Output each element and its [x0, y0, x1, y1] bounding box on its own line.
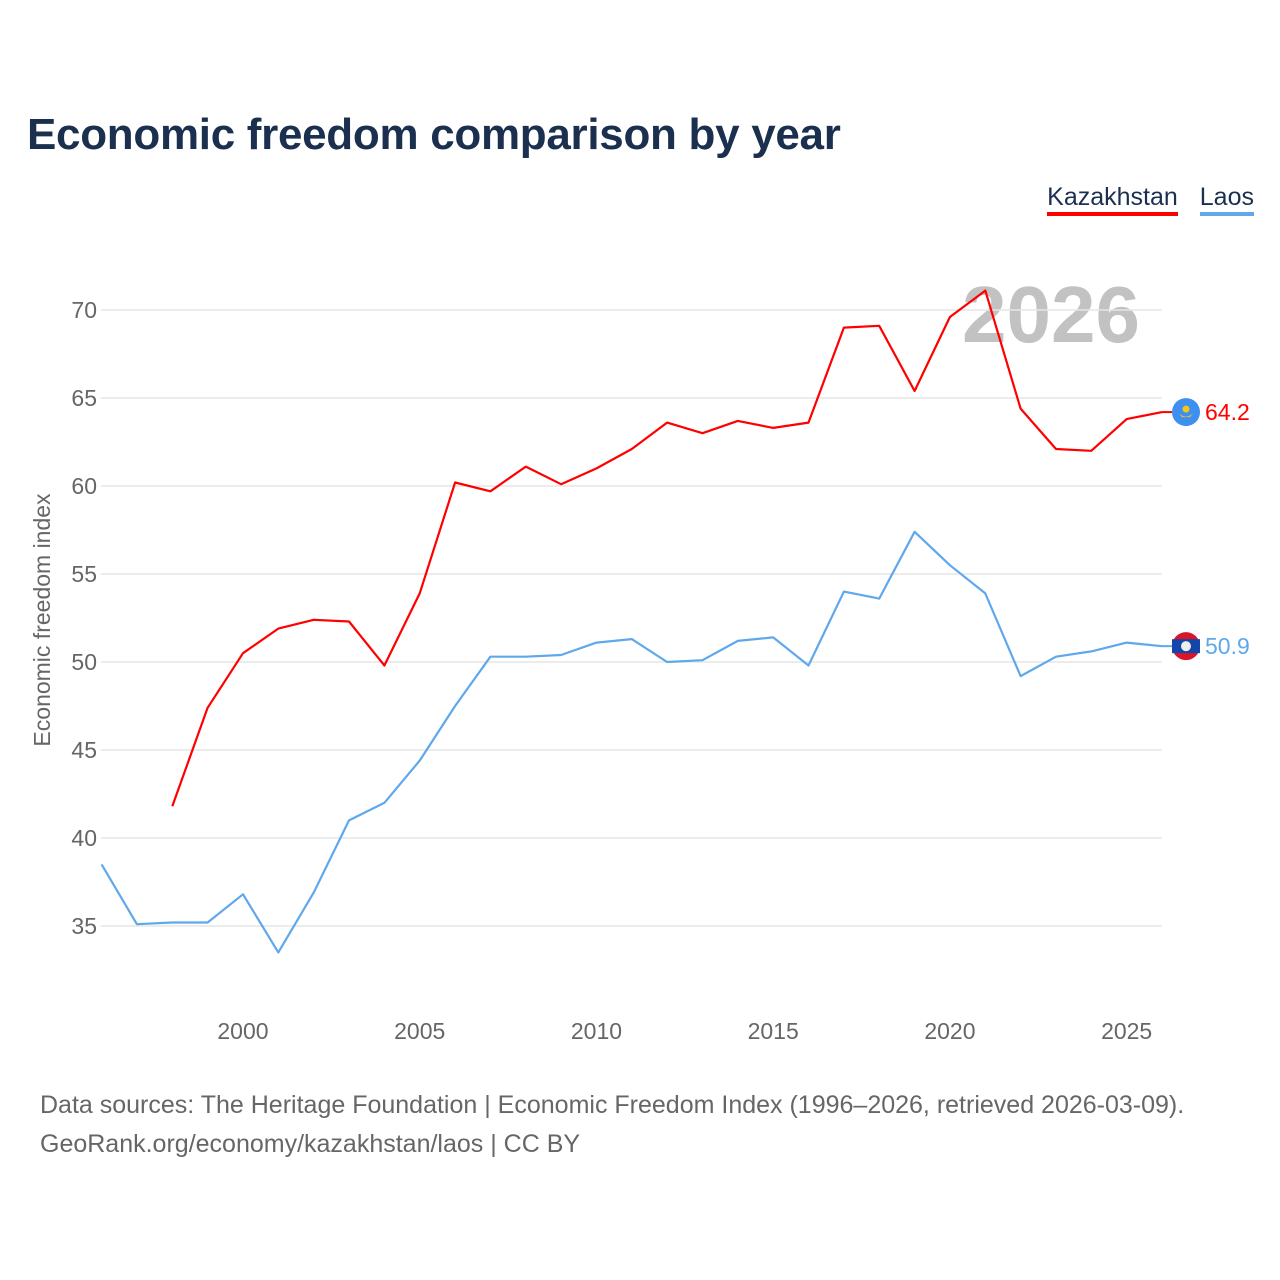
- data-point: [877, 324, 881, 328]
- footer: Data sources: The Heritage Foundation | …: [40, 1086, 1184, 1164]
- data-point: [135, 922, 139, 926]
- data-point: [453, 704, 457, 708]
- legend: Kazakhstan Laos: [1047, 183, 1254, 216]
- series-line-laos: [100, 530, 1163, 954]
- legend-item-kazakhstan[interactable]: Kazakhstan: [1047, 183, 1178, 216]
- data-point: [877, 597, 881, 601]
- x-tick-label: 2005: [394, 1018, 445, 1044]
- data-point: [453, 480, 457, 484]
- data-point: [276, 627, 280, 631]
- x-tick-label: 2000: [217, 1018, 268, 1044]
- data-point: [241, 651, 245, 655]
- flag-eagle: [1179, 413, 1193, 418]
- data-point: [347, 620, 351, 624]
- data-point: [842, 326, 846, 330]
- data-point: [983, 289, 987, 293]
- data-point: [736, 639, 740, 643]
- data-point: [524, 465, 528, 469]
- data-point: [948, 563, 952, 567]
- data-point: [700, 658, 704, 662]
- data-point: [1054, 447, 1058, 451]
- data-point: [1089, 449, 1093, 453]
- series-line-kazakhstan: [171, 289, 1163, 807]
- data-point: [206, 920, 210, 924]
- data-point: [1019, 407, 1023, 411]
- y-tick-label: 40: [71, 825, 97, 851]
- y-tick-label: 50: [71, 649, 97, 675]
- data-point: [700, 431, 704, 435]
- data-point: [1125, 417, 1129, 421]
- data-point: [736, 419, 740, 423]
- data-point: [594, 641, 598, 645]
- data-point: [1089, 649, 1093, 653]
- data-point: [771, 426, 775, 430]
- data-point: [524, 655, 528, 659]
- data-point: [948, 315, 952, 319]
- data-point: [382, 801, 386, 805]
- data-point: [382, 664, 386, 668]
- data-point: [100, 862, 104, 866]
- data-point: [771, 635, 775, 639]
- data-point: [594, 466, 598, 470]
- x-tick-label: 2015: [748, 1018, 799, 1044]
- y-tick-label: 45: [71, 737, 97, 763]
- data-point: [842, 590, 846, 594]
- flag-sun: [1182, 405, 1190, 413]
- data-point: [347, 818, 351, 822]
- y-tick-label: 35: [71, 913, 97, 939]
- y-tick-label: 55: [71, 561, 97, 587]
- footer-sources: Data sources: The Heritage Foundation | …: [40, 1091, 1185, 1119]
- y-tick-label: 70: [71, 297, 97, 323]
- data-point: [983, 591, 987, 595]
- data-point: [170, 920, 174, 924]
- year-watermark: 2026: [962, 270, 1140, 359]
- y-tick-label: 65: [71, 385, 97, 411]
- data-point: [807, 664, 811, 668]
- data-point: [913, 389, 917, 393]
- data-point: [241, 892, 245, 896]
- x-tick-label: 2020: [924, 1018, 975, 1044]
- data-point: [312, 618, 316, 622]
- data-point: [665, 660, 669, 664]
- data-point: [1125, 641, 1129, 645]
- data-point: [665, 421, 669, 425]
- end-value-label: 50.9: [1205, 633, 1250, 659]
- x-tick-label: 2010: [571, 1018, 622, 1044]
- data-point: [807, 421, 811, 425]
- data-point: [488, 489, 492, 493]
- data-point: [913, 530, 917, 534]
- data-point: [559, 482, 563, 486]
- data-point: [630, 637, 634, 641]
- data-point: [276, 950, 280, 954]
- legend-item-laos[interactable]: Laos: [1199, 183, 1254, 216]
- chart-title: Economic freedom comparison by year: [27, 110, 841, 159]
- y-axis-label: Economic freedom index: [29, 493, 55, 747]
- y-tick-label: 60: [71, 473, 97, 499]
- data-point: [418, 591, 422, 595]
- data-point: [170, 804, 174, 808]
- data-point: [312, 891, 316, 895]
- data-point: [206, 706, 210, 710]
- data-point: [1019, 674, 1023, 678]
- data-point: [630, 447, 634, 451]
- data-point: [1054, 655, 1058, 659]
- data-point: [418, 759, 422, 763]
- flag-disc: [1181, 641, 1191, 652]
- x-tick-label: 2025: [1101, 1018, 1152, 1044]
- data-point: [559, 653, 563, 657]
- data-point: [488, 655, 492, 659]
- footer-link[interactable]: GeoRank.org/economy/kazakhstan/laos | CC…: [40, 1130, 581, 1158]
- end-value-label: 64.2: [1205, 399, 1250, 425]
